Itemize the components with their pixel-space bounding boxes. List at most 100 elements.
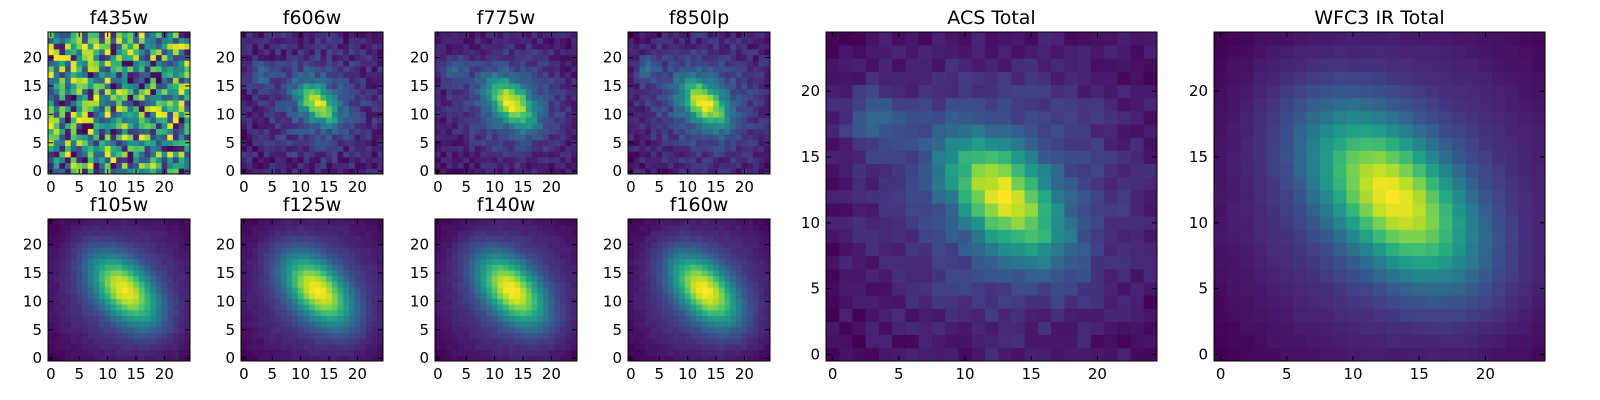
heatmap-cell xyxy=(696,122,703,129)
heatmap-cell xyxy=(82,292,89,299)
heatmap-cell xyxy=(258,258,265,265)
heatmap-cell xyxy=(435,37,442,44)
heatmap-cell xyxy=(252,139,259,146)
heatmap-cell xyxy=(303,54,310,61)
heatmap-cell xyxy=(59,241,66,248)
heatmap-cell xyxy=(331,168,338,175)
heatmap-cell xyxy=(241,258,248,265)
heatmap-cell xyxy=(503,224,510,231)
heatmap-cell xyxy=(565,43,572,50)
heatmap-cell xyxy=(486,168,493,175)
heatmap-cell xyxy=(508,94,515,101)
heatmap-cell xyxy=(446,151,453,158)
heatmap-cell xyxy=(326,54,333,61)
heatmap-cell xyxy=(65,287,72,294)
heatmap-cell xyxy=(656,117,663,124)
heatmap-cell xyxy=(326,349,333,356)
heatmap-cell xyxy=(104,60,111,67)
heatmap-cell xyxy=(309,71,316,78)
heatmap-cell xyxy=(690,321,697,328)
panel-title: f775w xyxy=(477,7,536,29)
heatmap-cell xyxy=(82,219,89,226)
heatmap-cell xyxy=(480,128,487,135)
heatmap-cell xyxy=(161,304,168,311)
heatmap-cell xyxy=(93,60,100,67)
x-tick-label: 20 xyxy=(735,178,754,196)
heatmap-cell xyxy=(76,151,83,158)
heatmap-cell xyxy=(184,321,191,328)
heatmap-cell xyxy=(514,281,521,288)
heatmap-cell xyxy=(457,100,464,107)
heatmap-cell xyxy=(764,309,771,316)
heatmap-cell xyxy=(639,270,646,277)
heatmap-cell xyxy=(104,224,111,231)
heatmap-cell xyxy=(537,134,544,141)
heatmap-cell xyxy=(87,309,94,316)
heatmap-cell xyxy=(269,309,276,316)
heatmap-cell xyxy=(525,37,532,44)
heatmap-cell xyxy=(53,326,60,333)
heatmap-cell xyxy=(76,258,83,265)
heatmap-cell xyxy=(116,122,123,129)
heatmap-cell xyxy=(82,270,89,277)
heatmap-cell xyxy=(531,281,538,288)
heatmap-cell xyxy=(354,343,361,351)
axes-frame xyxy=(434,218,578,362)
heatmap-cell xyxy=(491,270,498,277)
heatmap-cell xyxy=(469,168,476,175)
heatmap-cell xyxy=(531,236,538,243)
heatmap-cell xyxy=(503,264,510,271)
heatmap-cell xyxy=(452,43,459,50)
heatmap-cell xyxy=(161,139,168,146)
heatmap-cell xyxy=(150,151,157,158)
heatmap-cell xyxy=(713,343,720,351)
heatmap-cell xyxy=(314,247,321,254)
heatmap-cell xyxy=(764,349,771,356)
heatmap-cell xyxy=(542,309,549,316)
heatmap-cell xyxy=(110,83,117,90)
heatmap-cell xyxy=(172,281,180,288)
heatmap-cell xyxy=(99,54,106,61)
heatmap-cell xyxy=(155,270,162,277)
heatmap-cell xyxy=(486,258,493,265)
heatmap-cell xyxy=(343,270,350,277)
heatmap-cell xyxy=(554,111,561,118)
heatmap-cell xyxy=(463,145,470,152)
heatmap-cell xyxy=(241,145,248,152)
heatmap-cell xyxy=(650,66,657,73)
heatmap-cell xyxy=(565,326,572,333)
heatmap-cell xyxy=(48,258,55,265)
heatmap-cell xyxy=(628,309,635,316)
heatmap-cell xyxy=(452,281,459,288)
heatmap-cell xyxy=(343,94,350,101)
x-tick-label: 20 xyxy=(542,365,561,383)
y-tick-label: 0 xyxy=(225,162,235,180)
heatmap-cell xyxy=(520,309,527,316)
heatmap-cell xyxy=(633,298,640,305)
heatmap-cell xyxy=(730,32,737,39)
heatmap-cell xyxy=(138,32,145,39)
heatmap-cell xyxy=(133,332,140,339)
heatmap-cell xyxy=(713,326,720,333)
heatmap-cell xyxy=(679,355,686,362)
heatmap-cell xyxy=(76,326,83,333)
heatmap-cell xyxy=(275,264,282,271)
heatmap-cell xyxy=(469,60,476,67)
heatmap-cell xyxy=(480,224,487,231)
heatmap-cell xyxy=(537,338,544,345)
heatmap-cell xyxy=(246,349,253,356)
heatmap-cell xyxy=(320,100,327,107)
heatmap-cell xyxy=(87,338,94,345)
heatmap-cell xyxy=(172,224,180,231)
heatmap-cell xyxy=(701,151,708,158)
heatmap-cell xyxy=(452,111,459,118)
heatmap-cell xyxy=(559,139,567,146)
heatmap-cell xyxy=(331,264,338,271)
heatmap-cell xyxy=(161,49,168,56)
heatmap-cell xyxy=(452,117,459,124)
heatmap-cell xyxy=(673,315,680,322)
heatmap-cell xyxy=(87,117,94,124)
heatmap-cell xyxy=(684,128,691,135)
heatmap-cell xyxy=(758,49,765,56)
heatmap-cell xyxy=(93,349,100,356)
